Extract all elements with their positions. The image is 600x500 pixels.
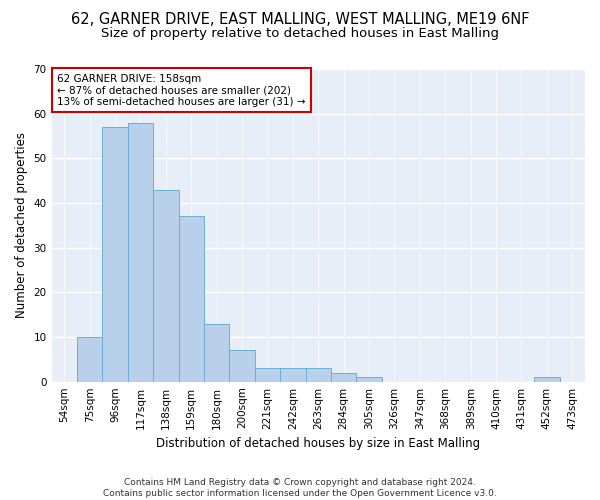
Bar — [331, 372, 356, 382]
Bar — [153, 190, 179, 382]
Text: 62 GARNER DRIVE: 158sqm
← 87% of detached houses are smaller (202)
13% of semi-d: 62 GARNER DRIVE: 158sqm ← 87% of detache… — [57, 74, 305, 107]
Bar — [77, 337, 103, 382]
Bar — [356, 377, 382, 382]
Bar — [204, 324, 229, 382]
Bar — [103, 127, 128, 382]
Bar — [128, 122, 153, 382]
Text: Size of property relative to detached houses in East Malling: Size of property relative to detached ho… — [101, 28, 499, 40]
Bar — [534, 377, 560, 382]
Bar — [305, 368, 331, 382]
Text: 62, GARNER DRIVE, EAST MALLING, WEST MALLING, ME19 6NF: 62, GARNER DRIVE, EAST MALLING, WEST MAL… — [71, 12, 529, 28]
Bar — [280, 368, 305, 382]
Bar — [229, 350, 255, 382]
Bar — [255, 368, 280, 382]
Text: Contains HM Land Registry data © Crown copyright and database right 2024.
Contai: Contains HM Land Registry data © Crown c… — [103, 478, 497, 498]
Y-axis label: Number of detached properties: Number of detached properties — [15, 132, 28, 318]
X-axis label: Distribution of detached houses by size in East Malling: Distribution of detached houses by size … — [156, 437, 481, 450]
Bar — [179, 216, 204, 382]
